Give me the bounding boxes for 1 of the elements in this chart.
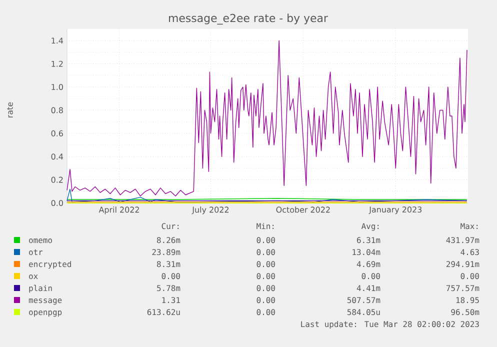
chart-title: message_e2ee rate - by year [169, 14, 328, 25]
